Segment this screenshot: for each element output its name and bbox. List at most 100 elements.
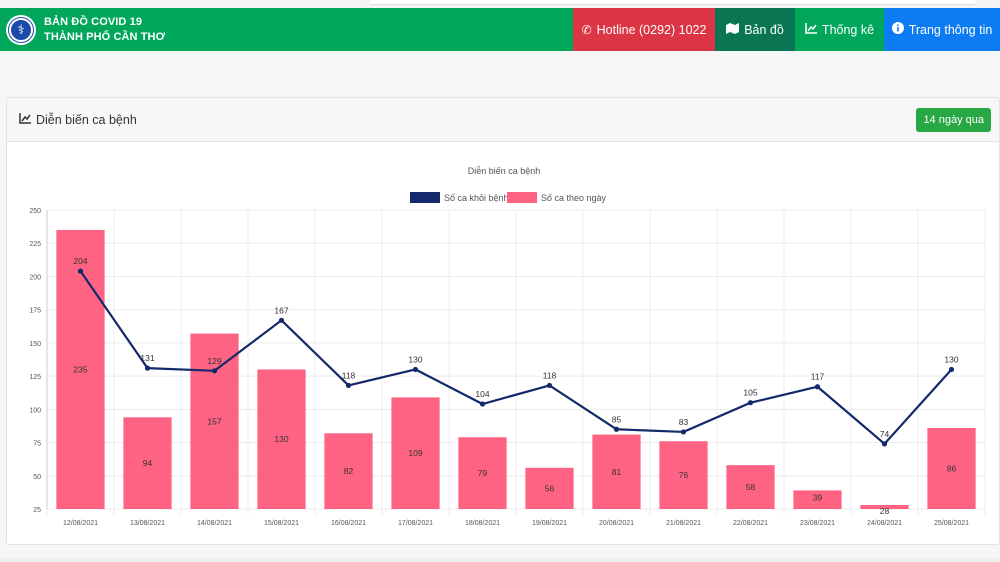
nav-stats[interactable]: Thống kê: [795, 8, 884, 51]
line-chart-icon: [805, 22, 817, 37]
brand-line-1: BẢN ĐỒ COVID 19: [44, 15, 143, 28]
x-tick-label: 22/08/2021: [733, 520, 768, 527]
point-recovered: [345, 382, 352, 389]
bar-value-label: 82: [344, 466, 354, 476]
navbar: ⚕ BẢN ĐỒ COVID 19 THÀNH PHỐ CẦN THƠ ✆ Ho…: [0, 8, 1000, 51]
x-tick-label: 20/08/2021: [599, 520, 634, 527]
bar-value-label: 79: [478, 468, 488, 478]
point-value-label: 83: [679, 417, 689, 427]
cases-card: Diễn biến ca bệnh 14 ngày qua Diễn biến …: [6, 97, 1000, 545]
point-recovered: [546, 382, 553, 389]
bar-daily-cases: [525, 467, 574, 509]
x-tick-label: 12/08/2021: [63, 520, 98, 527]
cases-chart: Diễn biến ca bệnh Số ca khỏi bệnh Số ca …: [29, 166, 986, 527]
brand[interactable]: ⚕ BẢN ĐỒ COVID 19 THÀNH PHỐ CẦN THƠ: [0, 8, 573, 51]
bar-daily-cases: [860, 505, 909, 509]
x-tick-label: 23/08/2021: [800, 520, 835, 527]
point-recovered: [278, 317, 285, 323]
nav-map-label: Bản đồ: [744, 22, 784, 37]
bar-daily-cases: [257, 369, 306, 509]
point-value-label: 167: [274, 305, 288, 315]
legend-label-recovered: Số ca khỏi bệnh: [444, 193, 509, 203]
bar-daily-cases: [458, 437, 507, 509]
point-value-label: 117: [811, 372, 825, 382]
nav-map[interactable]: Bản đồ: [715, 8, 795, 51]
point-value-label: 118: [342, 370, 356, 380]
point-recovered: [680, 429, 687, 435]
point-recovered: [77, 268, 84, 274]
point-value-label: 118: [543, 370, 557, 380]
bar-value-label: 157: [207, 416, 221, 426]
legend-swatch-daily: [507, 192, 537, 203]
brand-line-2: THÀNH PHỐ CẦN THƠ: [44, 30, 166, 43]
point-value-label: 204: [73, 256, 87, 266]
x-tick-label: 16/08/2021: [331, 520, 366, 527]
legend-label-daily: Số ca theo ngày: [541, 193, 607, 203]
bar-value-label: 109: [408, 448, 422, 458]
point-value-label: 130: [408, 354, 422, 364]
address-area: [370, 0, 975, 5]
y-tick-label: 100: [29, 407, 41, 414]
bar-value-label: 86: [947, 463, 957, 473]
info-circle-icon: [891, 22, 904, 37]
bar-value-label: 235: [73, 364, 87, 374]
x-tick-label: 25/08/2021: [934, 520, 969, 527]
map-icon: [726, 22, 740, 37]
bar-value-label: 56: [545, 483, 555, 493]
point-recovered: [613, 426, 620, 432]
nav-stats-label: Thống kê: [821, 22, 875, 37]
x-tick-label: 24/08/2021: [867, 520, 902, 527]
bar-daily-cases: [56, 229, 105, 509]
point-value-label: 130: [944, 354, 958, 364]
y-tick-label: 25: [33, 507, 41, 514]
nav-hotline[interactable]: ✆ Hotline (0292) 1022: [573, 8, 715, 51]
bar-daily-cases: [659, 441, 708, 509]
bar-daily-cases: [123, 417, 172, 509]
x-tick-label: 13/08/2021: [130, 520, 165, 527]
y-tick-label: 150: [29, 341, 41, 348]
nav-hotline-label: Hotline (0292) 1022: [596, 22, 707, 37]
card-title-text: Diễn biến ca bệnh: [36, 112, 137, 127]
card-header: Diễn biến ca bệnh 14 ngày qua: [7, 98, 999, 142]
browser-top-strip: [0, 0, 1000, 8]
bar-daily-cases: [793, 490, 842, 509]
y-tick-label: 125: [29, 374, 41, 381]
nav-info-label: Trang thông tin: [908, 22, 993, 37]
bar-daily-cases: [324, 433, 373, 509]
chart-legend: Số ca khỏi bệnh Số ca theo ngày: [410, 192, 607, 203]
bar-daily-cases: [592, 434, 641, 509]
point-recovered: [479, 401, 486, 407]
point-value-label: 85: [612, 414, 622, 424]
bar-daily-cases: [190, 333, 239, 509]
y-tick-label: 200: [29, 274, 41, 281]
point-recovered: [412, 366, 419, 373]
x-tick-label: 19/08/2021: [532, 520, 567, 527]
chart-title: Diễn biến ca bệnh: [468, 166, 541, 176]
bar-value-label: 28: [880, 506, 890, 516]
point-recovered: [881, 441, 888, 447]
bar-value-label: 76: [679, 470, 689, 480]
bar-value-label: 130: [274, 434, 288, 444]
point-recovered: [948, 366, 955, 373]
x-tick-label: 15/08/2021: [264, 520, 299, 527]
point-recovered: [144, 365, 151, 371]
bar-value-label: 39: [813, 492, 823, 502]
point-recovered: [814, 384, 821, 390]
card-title: Diễn biến ca bệnh: [19, 112, 137, 127]
point-value-label: 105: [743, 388, 757, 398]
point-recovered: [211, 368, 218, 374]
range-14-days-button[interactable]: 14 ngày qua: [916, 107, 991, 132]
y-tick-label: 250: [29, 208, 41, 215]
y-tick-label: 50: [33, 474, 41, 481]
line-chart-icon: [19, 112, 31, 127]
point-recovered: [747, 400, 754, 406]
bar-daily-cases: [391, 397, 440, 509]
line-recovered: [79, 270, 953, 446]
bar-value-label: 81: [612, 467, 622, 477]
point-value-label: 104: [475, 389, 489, 399]
x-tick-label: 21/08/2021: [666, 520, 701, 527]
page-bottom: [0, 558, 1000, 562]
nav-info[interactable]: Trang thông tin: [884, 8, 1000, 51]
x-tick-label: 14/08/2021: [197, 520, 232, 527]
y-tick-label: 75: [33, 441, 41, 448]
